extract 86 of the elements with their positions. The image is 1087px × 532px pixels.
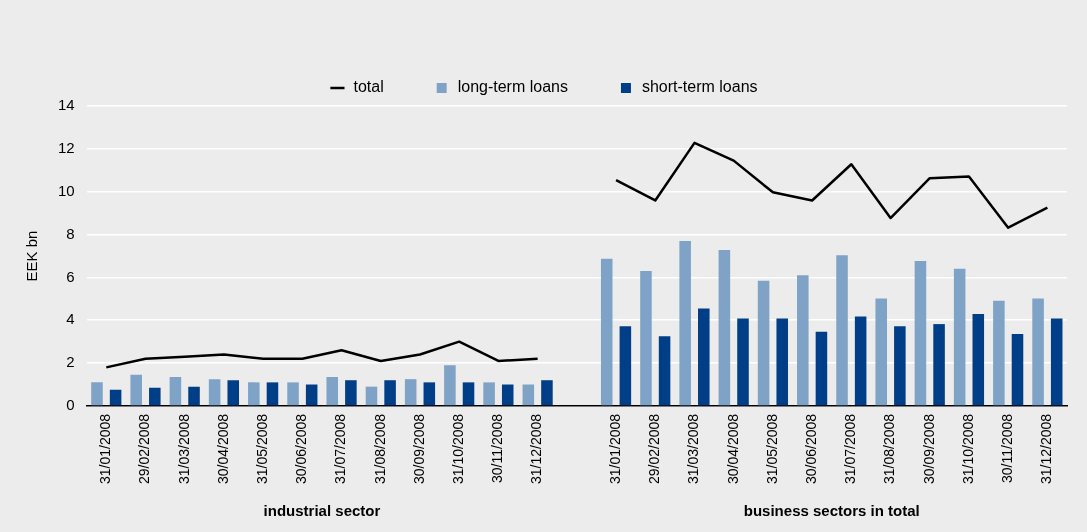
bar [501, 384, 514, 406]
x-tick-label: 30/04/2008 [214, 413, 231, 485]
bar [444, 365, 456, 406]
x-tick-label: 31/12/2008 [1038, 413, 1055, 485]
x-tick-label: 29/02/2008 [136, 413, 153, 485]
text: business sectors in total [743, 502, 920, 520]
x-tick-label: 31/10/2008 [959, 413, 976, 485]
bar [188, 386, 200, 406]
bar [326, 377, 339, 406]
bar [248, 382, 260, 406]
bar [600, 258, 613, 406]
x-tick-label: 31/12/2008 [528, 413, 545, 485]
bar [365, 386, 378, 406]
bar [776, 318, 788, 406]
x-tick-label: 31/10/2008 [450, 413, 467, 485]
y-tick-label: 0 [66, 396, 75, 414]
y-tick-label: 6 [66, 267, 75, 285]
bar [305, 384, 318, 406]
bar [1032, 298, 1044, 406]
bar [287, 382, 299, 406]
x-tick-label: 30/09/2008 [920, 413, 937, 485]
bar [894, 326, 906, 406]
x-tick-label: 31/05/2008 [254, 413, 270, 485]
bar [483, 382, 495, 406]
bar [130, 374, 142, 406]
x-tick-label: 31/08/2008 [371, 413, 388, 485]
bar [757, 280, 770, 406]
x-tick-label: 30/06/2008 [802, 413, 819, 485]
bar [266, 382, 279, 406]
x-tick-label: 30/04/2008 [724, 413, 741, 485]
bar [698, 308, 710, 406]
y-tick-label: 2 [66, 353, 75, 371]
bar [345, 380, 357, 406]
text: industrial sector [263, 502, 381, 520]
y-tick-label: 4 [66, 310, 75, 328]
bar [462, 382, 475, 406]
y-tick-label: 8 [66, 224, 75, 242]
bar [815, 331, 828, 406]
bar [404, 379, 417, 406]
y-tick-label: 14 [58, 96, 75, 114]
bar [658, 336, 671, 406]
bar [640, 270, 652, 406]
x-tick-label: 31/05/2008 [763, 413, 780, 485]
bar [109, 389, 122, 406]
bar [384, 380, 396, 406]
y-tick-label: 10 [58, 181, 75, 199]
bar [423, 382, 436, 406]
x-tick-label: 30/11/2008 [999, 413, 1016, 483]
x-tick-label: 31/01/2008 [97, 413, 114, 485]
x-tick-label: 30/11/2008 [489, 413, 506, 483]
bar [854, 316, 867, 406]
y-tick-label: 12 [58, 138, 75, 156]
x-tick-label: 29/02/2008 [646, 413, 663, 485]
bar [972, 314, 985, 406]
legend-label: long-term loans [457, 78, 568, 96]
bar [718, 249, 731, 406]
bar [522, 384, 535, 406]
x-tick-label: 31/07/2008 [332, 413, 349, 485]
bar [619, 326, 632, 406]
bar [836, 255, 848, 406]
bar [953, 268, 966, 406]
bar [541, 380, 553, 406]
bar [208, 379, 221, 406]
bar [1011, 333, 1024, 406]
bar [797, 275, 809, 406]
x-tick-label: 30/06/2008 [293, 413, 310, 485]
bar [169, 377, 182, 406]
x-tick-label: 31/07/2008 [842, 413, 859, 485]
bar [933, 324, 945, 406]
bar [914, 260, 927, 406]
x-tick-label: 31/01/2008 [606, 413, 623, 485]
bar [679, 240, 691, 406]
bar [91, 382, 103, 406]
bar [737, 318, 749, 406]
x-tick-label: 31/03/2008 [175, 413, 192, 485]
bar [1050, 318, 1063, 406]
bar [993, 300, 1005, 406]
legend-label: total [353, 78, 384, 96]
x-tick-label: 30/09/2008 [410, 413, 427, 485]
legend-label: short-term loans [641, 78, 758, 96]
bar [227, 380, 240, 406]
x-tick-label: 31/03/2008 [685, 413, 702, 485]
bar [875, 298, 887, 406]
bar [149, 387, 161, 406]
y-axis-title: EEK bn [23, 230, 41, 282]
x-tick-label: 31/08/2008 [881, 413, 898, 485]
